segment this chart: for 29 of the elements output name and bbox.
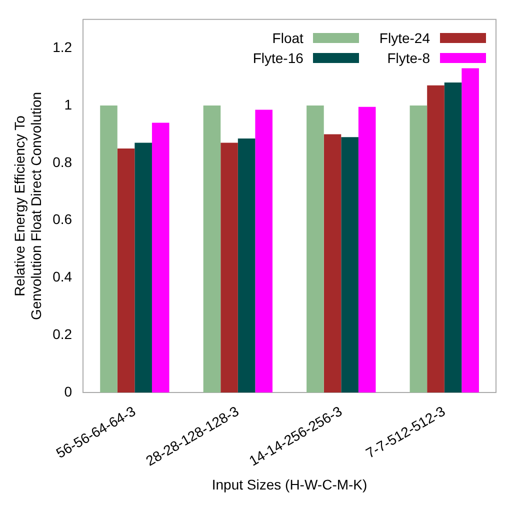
legend-label: Flyte-24	[379, 30, 430, 46]
bar	[341, 137, 358, 393]
bar	[444, 82, 462, 393]
y-tick-label: 0.8	[52, 154, 72, 170]
bar	[100, 106, 118, 393]
legend-label: Float	[272, 30, 304, 46]
y-tick-label: 1.2	[52, 38, 72, 55]
bar	[220, 142, 238, 393]
x-axis-title: Input Sizes (H-W-C-M-K)	[212, 476, 368, 492]
y-tick-label: 0.4	[52, 268, 72, 285]
bar	[306, 106, 324, 393]
bar	[410, 106, 428, 393]
y-axis-title: Relative Energy Efficiency To Genvolution Float Direct Convolution	[11, 92, 44, 320]
y-tick-label: 0.2	[52, 326, 72, 342]
bar	[134, 142, 152, 393]
legend-label: Flyte-16	[252, 50, 304, 66]
bar	[462, 68, 479, 393]
bar	[427, 85, 444, 393]
bar	[324, 134, 342, 393]
y-tick-label: 0.6	[52, 211, 72, 228]
bar	[238, 138, 256, 393]
bar	[358, 106, 376, 393]
y-tick-label: 1	[64, 96, 72, 112]
legend-label: Flyte-8	[387, 50, 430, 66]
y-tick-label: 0	[64, 383, 72, 400]
bar	[117, 148, 135, 393]
bar	[203, 106, 221, 393]
bar	[152, 122, 170, 393]
bar	[255, 110, 272, 393]
